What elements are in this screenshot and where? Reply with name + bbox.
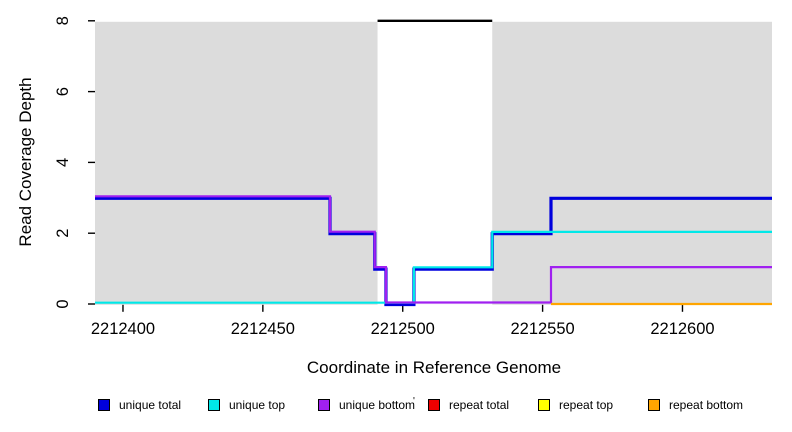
legend-swatch-unique-top [208,399,220,411]
repeat-region-gap [377,21,493,305]
series-unique-bottom [95,195,772,304]
legend-label-unique-top: unique top [229,398,286,412]
legend-item-unique-bottom: unique bottom [318,398,415,412]
legend-item-repeat-total: repeat total [428,398,509,412]
y-tick-label: 4 [54,158,72,167]
x-axis-title: Coordinate in Reference Genome [306,358,562,377]
legend-swatch-repeat-top [538,399,550,411]
legend-label-repeat-top: repeat top [559,398,614,412]
y-tick-label: 0 [54,299,72,308]
legend-item-repeat-top: repeat top [538,398,613,412]
legend-swatch-repeat-bottom [648,399,660,411]
legend-swatch-repeat-total [428,399,440,411]
x-tick-label: 2212550 [510,320,574,338]
stray-mark: ' [413,396,415,407]
y-tick-label: 8 [54,16,72,25]
legend-swatch-unique-bottom [318,399,330,411]
legend-item-repeat-bottom: repeat bottom [648,398,743,412]
y-tick-label: 6 [54,87,72,96]
legend-swatch-unique-total [98,399,110,411]
x-tick-label: 2212500 [371,320,435,338]
series-unique-total [95,196,772,307]
legend-label-unique-bottom: unique bottom [339,398,416,412]
x-tick-label: 2212400 [91,320,155,338]
legend: unique total unique top unique bottom re… [0,398,792,416]
legend-label-unique-total: unique total [119,398,182,412]
y-axis-title: Read Coverage Depth [16,77,35,247]
x-tick-label: 2212450 [231,320,295,338]
legend-item-unique-total: unique total [98,398,181,412]
y-tick-label: 2 [54,229,72,238]
series-unique-top [95,230,772,304]
legend-item-unique-top: unique top [208,398,285,412]
legend-label-repeat-total: repeat total [449,398,510,412]
x-tick-label: 2212600 [650,320,714,338]
legend-label-repeat-bottom: repeat bottom [669,398,744,412]
